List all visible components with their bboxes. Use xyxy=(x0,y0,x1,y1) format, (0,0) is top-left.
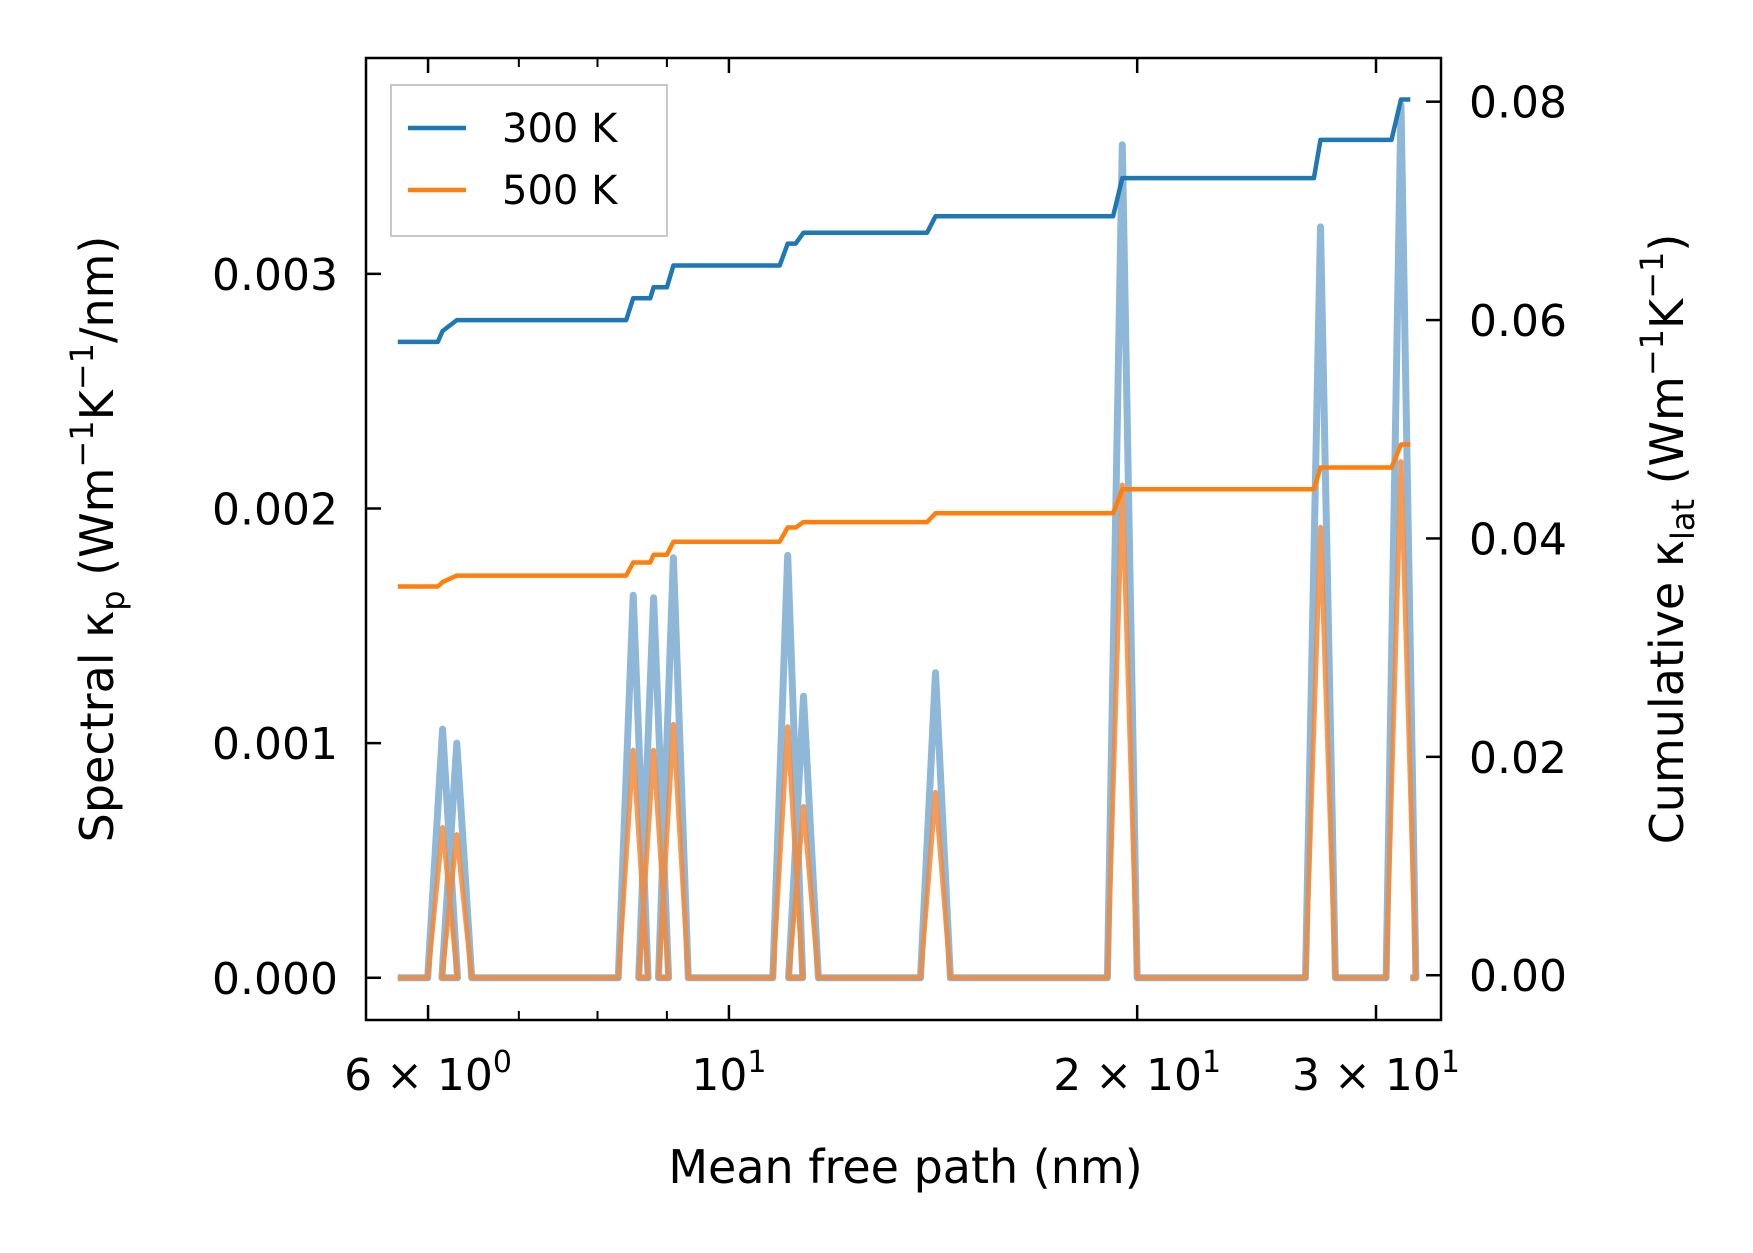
right-y-tick-label: 0.08 xyxy=(1469,78,1567,129)
legend-box xyxy=(390,84,668,237)
legend: 300 K 500 K xyxy=(390,84,668,237)
right-y-tick-label: 0.04 xyxy=(1469,514,1567,565)
left-y-tick-label: 0.001 xyxy=(212,719,338,770)
left-y-tick-label: 0.002 xyxy=(212,484,338,535)
legend-label: 300 K xyxy=(502,106,619,152)
x-tick-label: 3 × 101 xyxy=(1292,1045,1460,1101)
right-y-tick-label: 0.00 xyxy=(1469,951,1567,1002)
right-y-axis-title: Cumulative κlat (Wm−1K−1) xyxy=(1633,234,1702,845)
spectral-300k-line xyxy=(397,101,1420,982)
labels-layer: 0.000 0.001 0.002 0.003 0.00 0.02 0.04 0.06 0.08… xyxy=(63,78,1702,1194)
cumulative-line-300k xyxy=(397,97,1411,345)
cumulative-line-500k xyxy=(397,442,1411,589)
spectral-500k-line xyxy=(397,459,1419,981)
x-tick-label: 101 xyxy=(691,1045,766,1101)
spectral-layer xyxy=(397,101,1420,982)
left-y-axis-title: Spectral κp (Wm−1K−1/nm) xyxy=(63,236,132,843)
right-y-tick-label: 0.06 xyxy=(1469,296,1567,347)
x-tick-label: 2 × 101 xyxy=(1053,1045,1221,1101)
legend-label: 500 K xyxy=(502,168,619,214)
left-y-tick-label: 0.003 xyxy=(212,250,338,301)
left-y-tick-label: 0.000 xyxy=(212,954,338,1005)
x-tick-label: 6 × 100 xyxy=(344,1045,512,1101)
cumulative-layer xyxy=(397,97,1411,589)
x-axis-title: Mean free path (nm) xyxy=(668,1140,1142,1194)
axes-layer xyxy=(364,56,1443,1022)
right-y-tick-label: 0.02 xyxy=(1469,733,1567,784)
